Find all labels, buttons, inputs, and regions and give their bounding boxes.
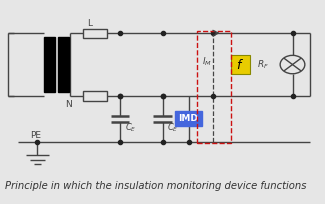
Text: $I_M$: $I_M$ — [202, 56, 212, 68]
Bar — [175, 111, 202, 126]
Text: $C_E$: $C_E$ — [125, 122, 136, 134]
Text: $\mathit{f}$: $\mathit{f}$ — [236, 58, 244, 72]
Text: L: L — [87, 19, 92, 28]
Text: IMD: IMD — [178, 114, 199, 123]
Bar — [83, 29, 107, 38]
Text: Principle in which the insulation monitoring device functions: Principle in which the insulation monito… — [5, 181, 306, 191]
Bar — [83, 91, 107, 101]
Bar — [197, 31, 231, 143]
Text: $R_F$: $R_F$ — [257, 58, 269, 71]
Text: $C_E$: $C_E$ — [167, 122, 179, 134]
Bar — [231, 55, 250, 74]
Text: PE: PE — [30, 131, 41, 140]
Bar — [44, 37, 55, 92]
Text: N: N — [65, 100, 72, 109]
Bar — [58, 37, 69, 92]
